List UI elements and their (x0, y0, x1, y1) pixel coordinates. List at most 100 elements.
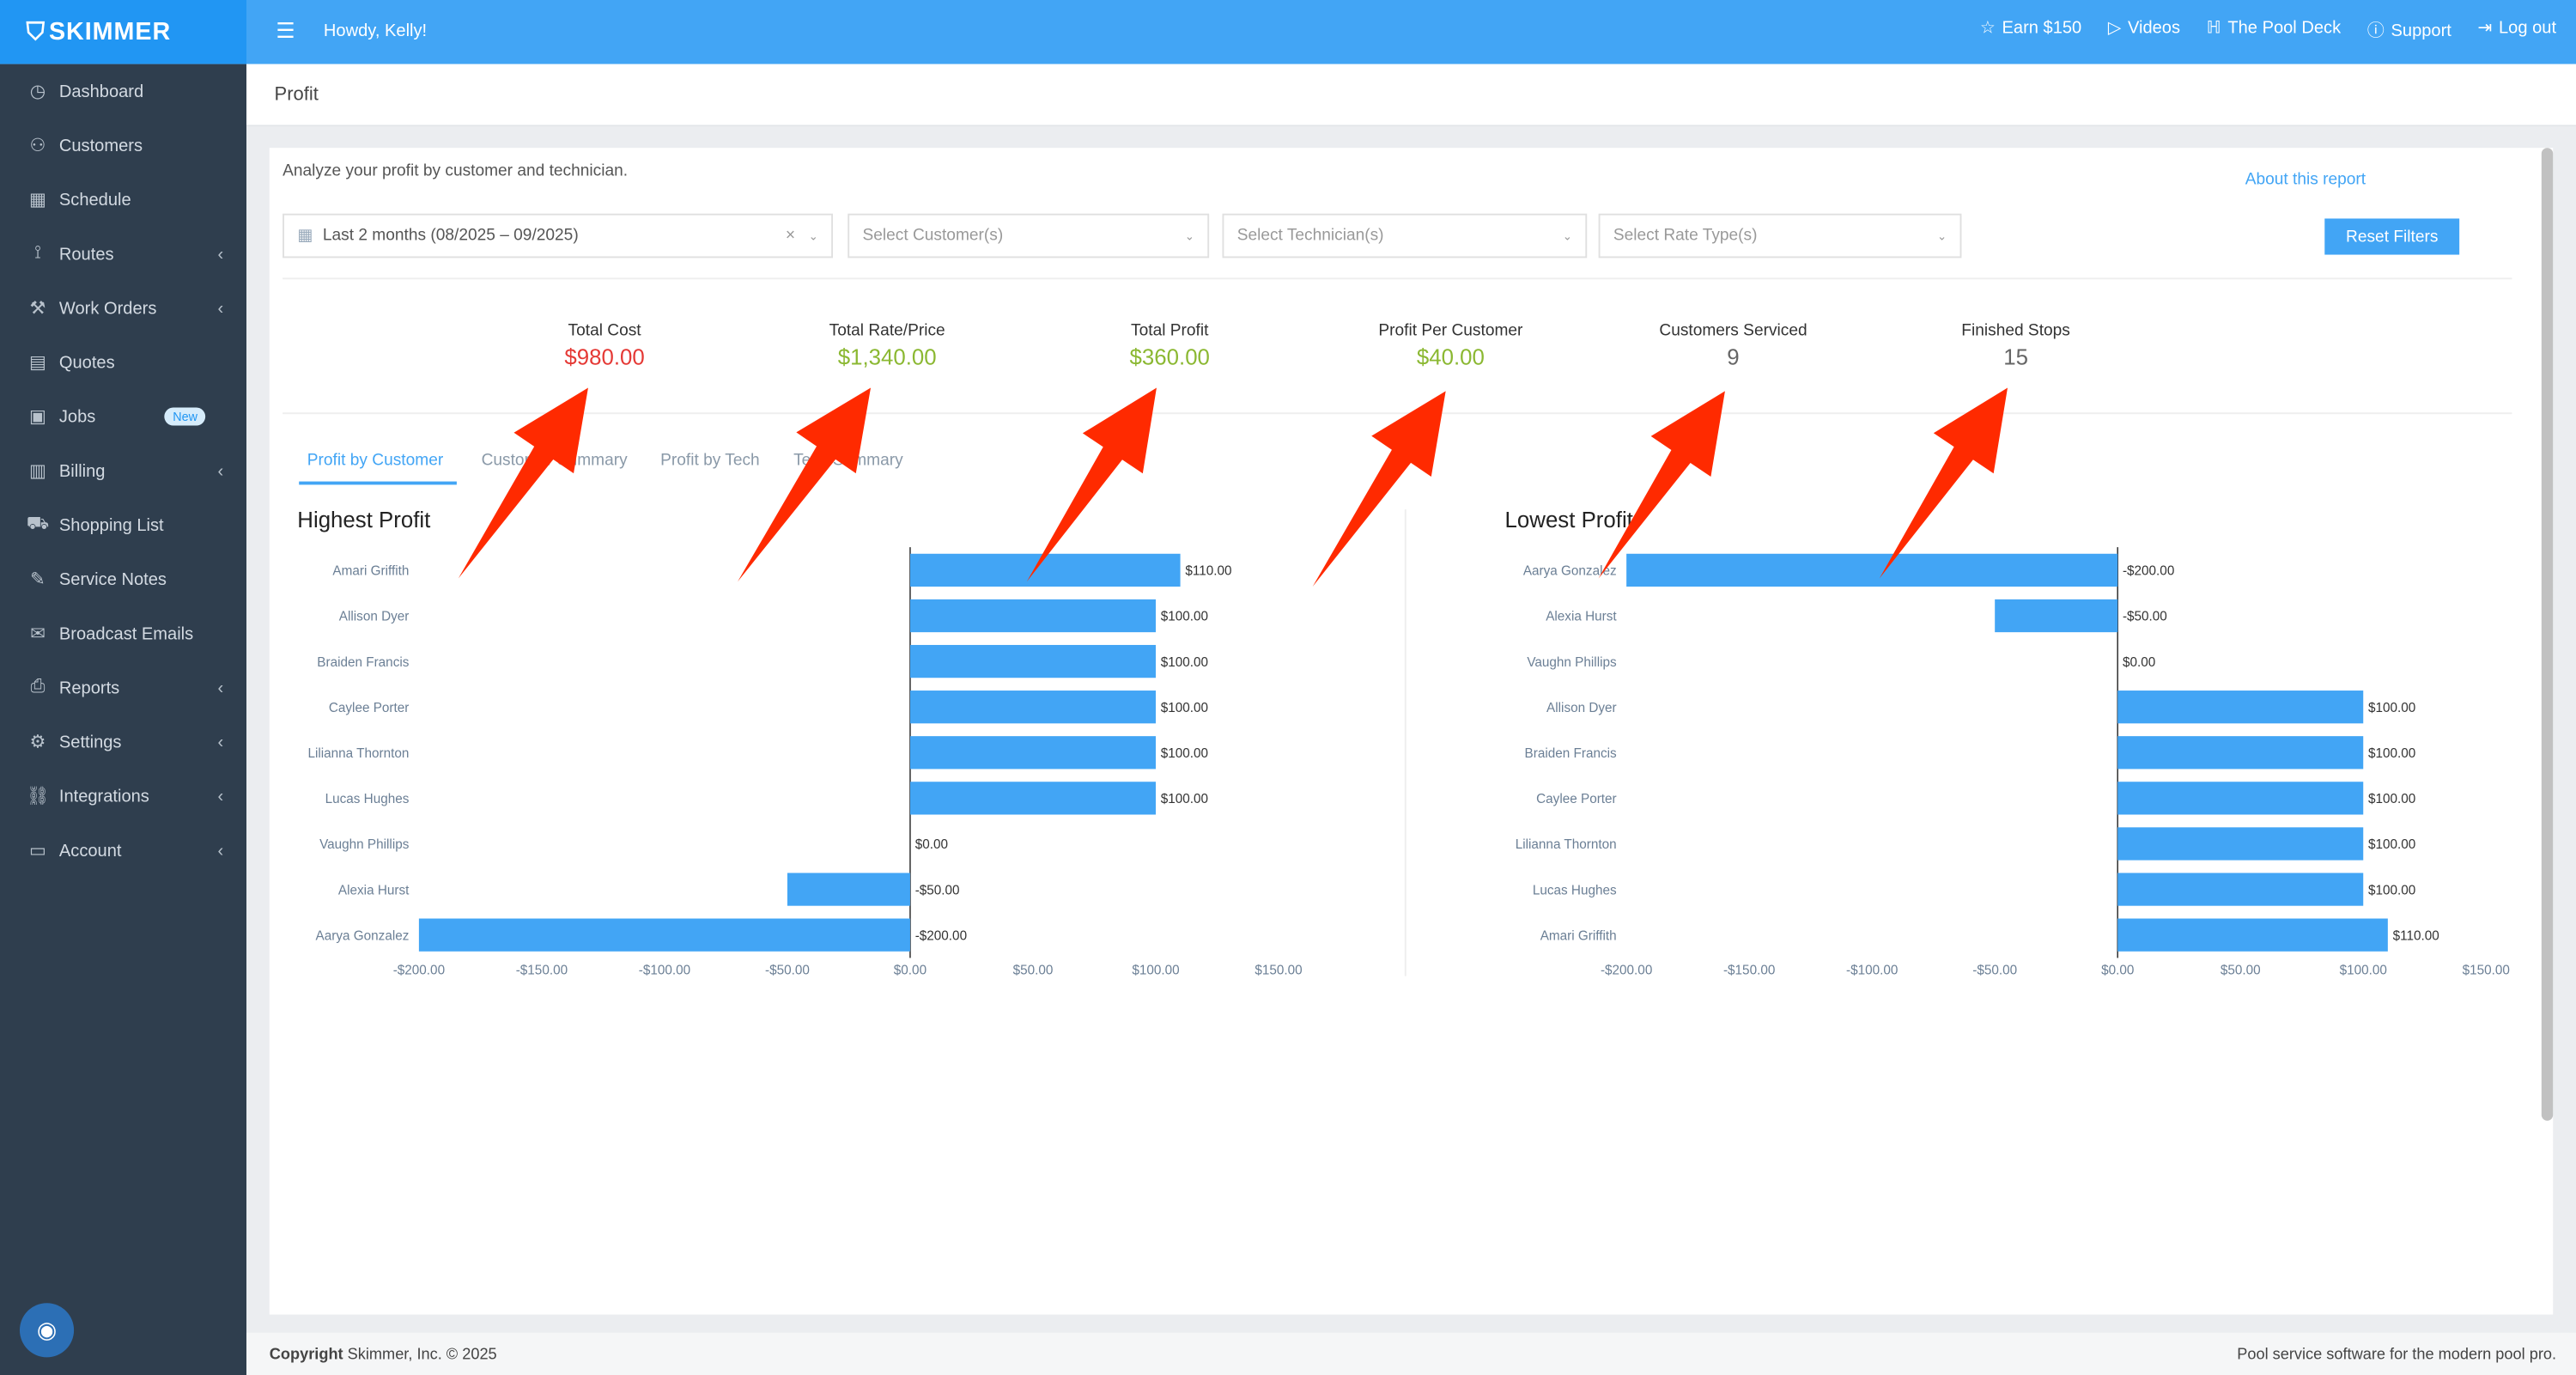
clear-icon[interactable]: × (785, 227, 796, 246)
chevron-down-icon: ⌄ (1184, 230, 1194, 243)
sidebar-item-routes[interactable]: ⟟ Routes ‹ (0, 227, 246, 281)
sidebar-item-broadcast-emails[interactable]: ✉ Broadcast Emails (0, 606, 246, 660)
reset-filters-button[interactable]: Reset Filters (2324, 218, 2460, 255)
stat-finished-stops: Finished Stops 15 (1885, 322, 2148, 369)
sidebar-item-label: Routes (58, 244, 114, 265)
stat-total-rate-price: Total Rate/Price $1,340.00 (756, 322, 1018, 369)
shield-icon: ⛉ (26, 18, 46, 46)
hamburger-icon[interactable]: ☰ (276, 18, 295, 43)
chat-icon: ◉ (36, 1316, 58, 1343)
sidebar-item-customers[interactable]: ⚇ Customers (0, 119, 246, 173)
stat-label: Profit Per Customer (1378, 322, 1523, 341)
sidebar-item-schedule[interactable]: ▦ Schedule (0, 173, 246, 227)
top-bar: ⛉ SKIMMER ☰ Howdy, Kelly! ☆ Earn $150 ▷ Vid… (0, 0, 2576, 64)
technician-select[interactable]: Select Technician(s) ⌄ (1222, 213, 1588, 259)
sidebar-item-billing[interactable]: ▥ Billing ‹ (0, 444, 246, 498)
sidebar-item-account[interactable]: ▭ Account ‹ (0, 824, 246, 878)
new-badge: New (164, 407, 206, 426)
sidebar-item-label: Broadcast Emails (58, 624, 194, 644)
printer-icon: ⎙ (30, 677, 46, 697)
route-icon: ⟟ (34, 243, 41, 264)
stat-label: Customers Serviced (1659, 322, 1807, 341)
stat-label: Finished Stops (1961, 322, 2070, 341)
sidebar-item-label: Customers (58, 135, 143, 155)
sidebar-item-label: Account (58, 840, 122, 861)
play-icon: ▷ (2107, 18, 2122, 39)
chevron-down-icon: ⌄ (1562, 230, 1572, 243)
gear-icon: ⚙ (29, 733, 46, 753)
tab-tech-summary[interactable]: Tech Summary (793, 452, 903, 471)
highest-profit-title: Highest Profit (297, 508, 431, 532)
earn-link[interactable]: ☆ Earn $150 (1979, 18, 2082, 39)
support-link[interactable]: ⓘ Support (2366, 21, 2451, 41)
customer-select[interactable]: Select Customer(s) ⌄ (848, 213, 1210, 259)
stat-value: $360.00 (1129, 344, 1210, 370)
star-icon: ☆ (1979, 18, 1996, 39)
wrench-icon: ⚒ (29, 299, 46, 319)
stat-label: Total Profit (1131, 322, 1209, 341)
card-icon: ▭ (29, 841, 46, 861)
chevron-down-icon: ⌄ (808, 230, 818, 243)
chevron-left-icon: ‹ (217, 460, 224, 481)
chevron-down-icon: ⌄ (1936, 230, 1947, 243)
gauge-icon: ◷ (29, 82, 46, 102)
tab-profit-by-customer[interactable]: Profit by Customer (307, 452, 444, 471)
page-header: Profit (246, 64, 2576, 127)
sidebar-item-quotes[interactable]: ▤ Quotes (0, 335, 246, 389)
tab-profit-by-tech[interactable]: Profit by Tech (660, 452, 760, 471)
sidebar-item-label: Quotes (58, 352, 115, 373)
sidebar-item-integrations[interactable]: ⛓ Integrations ‹ (0, 769, 246, 823)
sidebar-item-label: Dashboard (58, 81, 144, 101)
skimmer-logo[interactable]: ⛉ SKIMMER (0, 0, 246, 64)
pool-ladder-icon: ℍ (2206, 18, 2221, 39)
sidebar-item-label: Shopping List (58, 514, 164, 535)
stat-total-profit: Total Profit $360.00 (1038, 322, 1301, 369)
page-description: Analyze your profit by customer and tech… (283, 162, 629, 181)
chevron-left-icon: ‹ (217, 678, 224, 698)
copyright-text: Skimmer, Inc. © 2025 (347, 1345, 497, 1365)
chevron-left-icon: ‹ (217, 786, 224, 806)
calendar-icon: ▦ (29, 190, 46, 210)
note-icon: ✎ (30, 569, 46, 590)
chevron-left-icon: ‹ (217, 244, 224, 265)
stat-label: Total Rate/Price (829, 322, 945, 341)
videos-link[interactable]: ▷ Videos (2107, 18, 2181, 39)
logout-link[interactable]: ⇥ Log out (2477, 18, 2557, 39)
about-report-link[interactable]: About this report (2245, 170, 2366, 190)
stat-value: $40.00 (1416, 344, 1485, 370)
link-icon: ⛓ (26, 787, 50, 807)
lowest-profit-title: Lowest Profit (1504, 508, 1633, 532)
stat-customers-serviced: Customers Serviced 9 (1601, 322, 1864, 369)
sidebar-item-label: Jobs (58, 406, 96, 427)
pool-deck-link[interactable]: ℍ The Pool Deck (2206, 18, 2342, 39)
sidebar-item-shopping-list[interactable]: ⛟ Shopping List (0, 498, 246, 552)
sidebar-item-service-notes[interactable]: ✎ Service Notes (0, 552, 246, 606)
sidebar-item-reports[interactable]: ⎙ Reports ‹ (0, 660, 246, 715)
sidebar-item-label: Settings (58, 732, 122, 752)
sidebar-item-dashboard[interactable]: ◷ Dashboard (0, 64, 246, 119)
chart-divider (1404, 509, 1406, 976)
invoice-icon: ▥ (29, 461, 46, 482)
sidebar-item-jobs[interactable]: ▣ Jobs New (0, 389, 246, 443)
date-range-select[interactable]: ▦ Last 2 months (08/2025 – 09/2025) × ⌄ (283, 213, 834, 259)
chevron-left-icon: ‹ (217, 298, 224, 319)
mail-icon: ✉ (30, 624, 46, 645)
sidebar-item-label: Billing (58, 460, 106, 481)
scrollbar[interactable] (2541, 148, 2554, 1121)
footer: Copyright Skimmer, Inc. © 2025 Pool serv… (246, 1332, 2576, 1375)
tab-customer-summary[interactable]: Customer Summary (481, 452, 628, 471)
cart-icon: ⛟ (26, 513, 50, 533)
sidebar-item-label: Reports (58, 678, 120, 698)
chevron-left-icon: ‹ (217, 840, 224, 861)
divider (283, 412, 2512, 415)
stat-value: $1,340.00 (837, 344, 937, 370)
briefcase-icon: ▣ (29, 407, 46, 428)
sidebar-item-work-orders[interactable]: ⚒ Work Orders ‹ (0, 281, 246, 335)
chat-widget-button[interactable]: ◉ (19, 1303, 75, 1358)
sidebar-item-settings[interactable]: ⚙ Settings ‹ (0, 715, 246, 769)
stat-value: $980.00 (564, 344, 645, 370)
active-tab-indicator (299, 481, 457, 485)
rate-type-select[interactable]: Select Rate Type(s) ⌄ (1598, 213, 1962, 259)
stat-profit-per-customer: Profit Per Customer $40.00 (1319, 322, 1582, 369)
quote-icon: ▤ (29, 353, 46, 374)
